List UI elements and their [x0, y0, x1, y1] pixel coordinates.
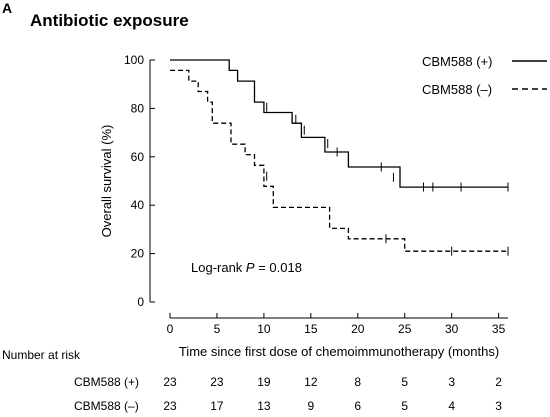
x-ticks: 0 5 10 15 20 25 30 35: [167, 313, 506, 336]
x-tick-label: 35: [492, 322, 506, 336]
risk-value: 19: [257, 375, 271, 389]
risk-value: 23: [163, 399, 177, 413]
km-curve-series-1: [170, 59, 508, 188]
plot-area: 0 20 40 60 80 100 0 5 10 15 20 25 30 35: [124, 53, 509, 336]
legend: CBM588 (+) CBM588 (–): [422, 54, 547, 97]
risk-value: 12: [304, 375, 318, 389]
risk-value: 5: [401, 375, 408, 389]
risk-table: Number at risk CBM588 (+) CBM588 (–) 23 2…: [2, 348, 502, 413]
x-tick-label: 20: [351, 322, 365, 336]
y-tick-label: 80: [131, 101, 145, 115]
y-tick-label: 60: [131, 150, 145, 164]
x-axis-title: Time since first dose of chemoimmunother…: [179, 344, 499, 359]
y-tick-label: 100: [124, 53, 144, 67]
x-tick-label: 30: [445, 322, 459, 336]
logrank-annotation: Log-rank P = 0.018: [191, 260, 302, 275]
risk-value: 9: [307, 399, 314, 413]
y-tick-label: 40: [131, 198, 145, 212]
legend-label-plus: CBM588 (+): [422, 54, 492, 69]
chart-title: Antibiotic exposure: [30, 11, 189, 30]
y-ticks: 0 20 40 60 80 100: [124, 53, 155, 309]
km-curve-series-2: [170, 69, 508, 252]
risk-value: 23: [163, 375, 177, 389]
risk-value: 5: [401, 399, 408, 413]
risk-values: 23 23 19 12 8 5 3 2 23 17 13 9 6 5 4 3: [163, 375, 502, 413]
x-tick-label: 10: [257, 322, 271, 336]
risk-value: 23: [210, 375, 224, 389]
risk-value: 3: [495, 399, 502, 413]
risk-row-label-plus: CBM588 (+): [74, 375, 139, 389]
risk-value: 2: [495, 375, 502, 389]
legend-label-minus: CBM588 (–): [422, 82, 492, 97]
y-tick-label: 0: [137, 295, 144, 309]
y-axis-title: Overall survival (%): [99, 125, 114, 238]
risk-value: 13: [257, 399, 271, 413]
x-tick-label: 0: [167, 322, 174, 336]
risk-value: 6: [354, 399, 361, 413]
risk-value: 8: [354, 375, 361, 389]
y-tick-label: 20: [131, 247, 145, 261]
risk-value: 3: [448, 375, 455, 389]
x-tick-label: 5: [214, 322, 221, 336]
risk-row-label-minus: CBM588 (–): [74, 399, 139, 413]
x-tick-label: 25: [398, 322, 412, 336]
x-tick-label: 15: [304, 322, 318, 336]
risk-value: 4: [448, 399, 455, 413]
panel-label: A: [2, 0, 12, 16]
risk-value: 17: [210, 399, 224, 413]
risk-table-header: Number at risk: [2, 348, 81, 362]
series-layer: [170, 59, 509, 256]
